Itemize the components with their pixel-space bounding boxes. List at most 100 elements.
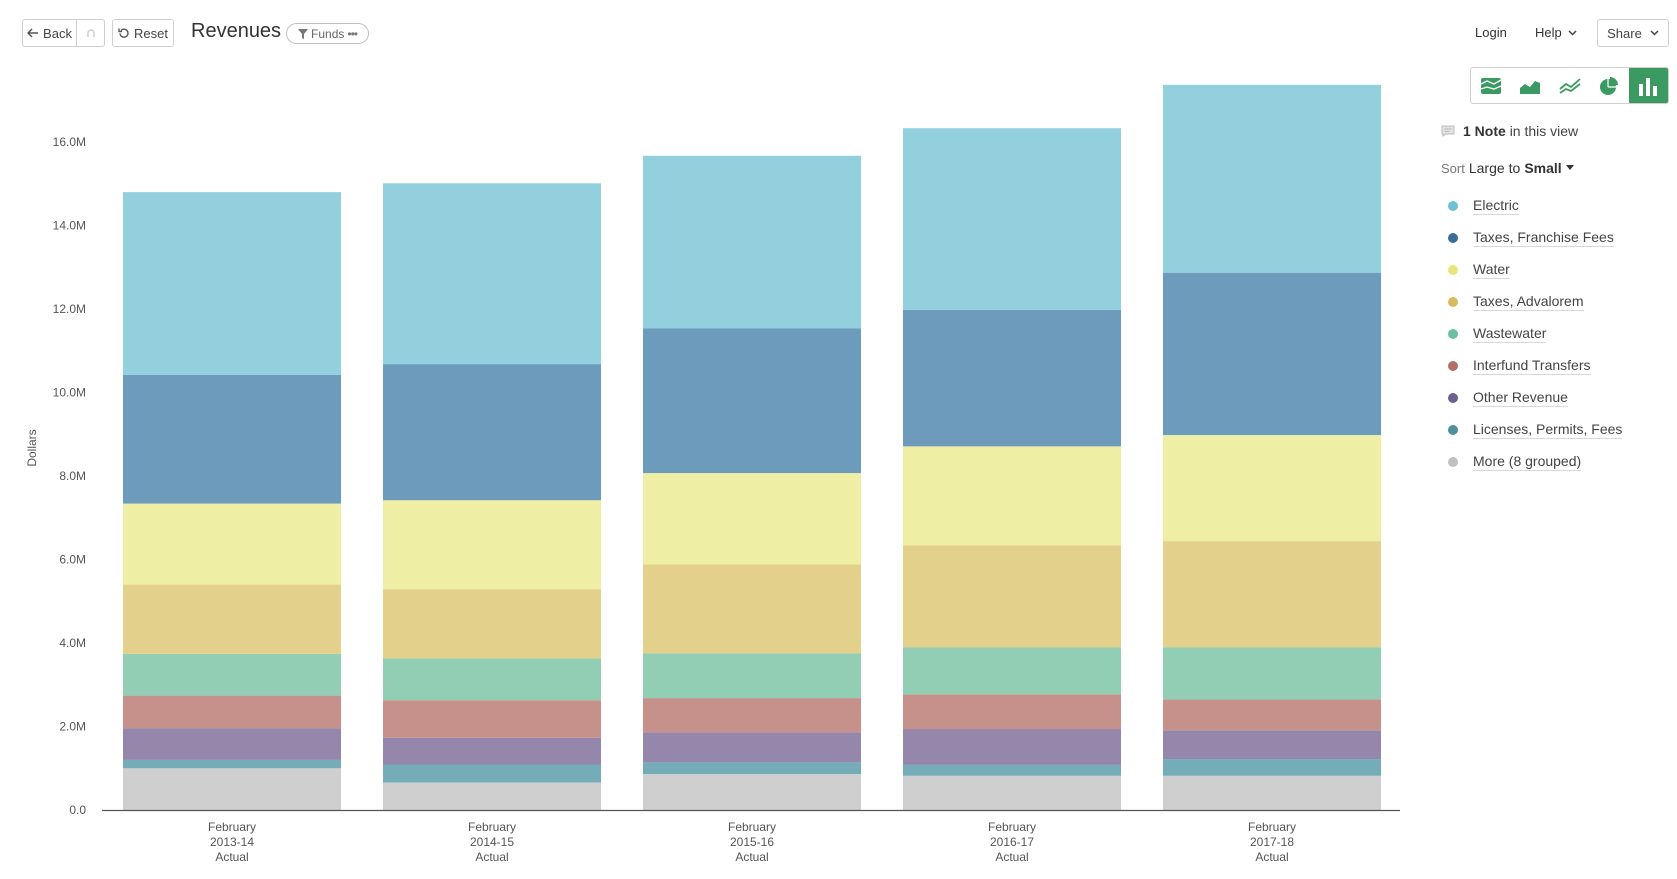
y-tick-label: 2.0M — [59, 720, 86, 734]
forward-icon — [86, 29, 95, 37]
top-toolbar: Back Reset Revenues Funds ••• Login Help… — [0, 0, 1677, 70]
x-tick-label: Actual — [995, 850, 1028, 864]
caret-down-icon — [1565, 165, 1574, 170]
bar-segment — [123, 653, 341, 696]
legend-item[interactable]: More (8 grouped) — [1448, 446, 1622, 478]
bar-segment — [1163, 730, 1381, 760]
reset-button-label: Reset — [134, 25, 168, 41]
legend-label: Other Revenue — [1473, 389, 1568, 407]
legend-item[interactable]: Electric — [1448, 190, 1622, 222]
bar-segment — [383, 782, 601, 810]
notes-count: 1 Note — [1463, 123, 1506, 139]
sort-to: Small — [1524, 160, 1562, 176]
legend-label: Interfund Transfers — [1473, 357, 1591, 375]
bar-segment — [123, 768, 341, 810]
x-tick-label: 2015-16 — [730, 835, 774, 849]
login-link[interactable]: Login — [1475, 25, 1507, 40]
y-tick-label: 12.0M — [53, 302, 86, 316]
bar-segment — [383, 700, 601, 738]
x-tick-label: February — [468, 820, 516, 834]
y-tick-label: 6.0M — [59, 553, 86, 567]
bar-segment — [383, 658, 601, 701]
x-tick-label: 2017-18 — [1250, 835, 1294, 849]
bar-segment — [903, 764, 1121, 776]
bar-segment — [1163, 775, 1381, 810]
x-tick-label: February — [1248, 820, 1296, 834]
y-tick-label: 0.0 — [69, 803, 86, 817]
bar-segment — [123, 759, 341, 769]
legend-item[interactable]: Water — [1448, 254, 1622, 286]
legend-label: Taxes, Advalorem — [1473, 293, 1584, 311]
bar-segment — [383, 364, 601, 501]
share-button-label: Share — [1607, 25, 1642, 41]
legend-swatch-icon — [1448, 265, 1458, 275]
forward-button[interactable] — [77, 19, 105, 47]
bar-segment — [903, 775, 1121, 810]
back-button[interactable]: Back — [22, 19, 77, 47]
bar-icon — [1639, 77, 1658, 96]
bar-segment — [123, 503, 341, 585]
x-tick-label: 2014-15 — [470, 835, 514, 849]
bar-segment — [1163, 759, 1381, 776]
y-tick-label: 10.0M — [53, 386, 86, 400]
more-dots-icon: ••• — [347, 26, 358, 41]
bar-segment — [903, 128, 1121, 310]
chart-legend: Electric Taxes, Franchise Fees Water Taxes,… — [1448, 190, 1623, 478]
bar-segment — [643, 732, 861, 763]
bar-segment — [123, 192, 341, 375]
legend-item[interactable]: Other Revenue — [1448, 382, 1622, 414]
funds-filter-label: Funds — [311, 26, 345, 41]
notes-indicator[interactable]: 1 Note in this view — [1441, 123, 1578, 139]
bar-segment — [123, 584, 341, 654]
bar-segment — [383, 589, 601, 659]
help-menu[interactable]: Help — [1535, 25, 1577, 40]
sort-dropdown[interactable]: Sort Large to Small — [1441, 160, 1574, 176]
legend-swatch-icon — [1448, 457, 1458, 467]
filter-icon — [298, 28, 309, 39]
reset-button[interactable]: Reset — [112, 19, 174, 47]
area-icon — [1520, 80, 1541, 94]
x-tick-label: February — [988, 820, 1036, 834]
sort-to-word: to — [1508, 160, 1521, 176]
legend-label: Taxes, Franchise Fees — [1473, 229, 1614, 247]
bar-segment — [643, 564, 861, 654]
bar-segment — [903, 309, 1121, 447]
stacked-area-icon — [1480, 77, 1502, 94]
arrow-left-icon — [27, 28, 39, 38]
bar-segment — [383, 183, 601, 365]
chevron-down-icon — [1568, 29, 1577, 36]
pie-icon — [1599, 76, 1618, 95]
reset-icon — [118, 28, 129, 38]
bar-segment — [903, 446, 1121, 546]
x-tick-label: February — [208, 820, 256, 834]
bar-segment — [1163, 699, 1381, 731]
legend-label: More (8 grouped) — [1473, 453, 1582, 471]
pie-chart-button[interactable] — [1589, 68, 1628, 103]
legend-swatch-icon — [1448, 233, 1458, 243]
share-button[interactable]: Share — [1597, 19, 1669, 47]
x-tick-label: February — [728, 820, 776, 834]
legend-item[interactable]: Licenses, Permits, Fees — [1448, 414, 1623, 446]
bar-segment — [1163, 272, 1381, 436]
bar-segment — [1163, 541, 1381, 648]
area-chart-button[interactable] — [1510, 68, 1549, 103]
legend-label: Electric — [1473, 197, 1519, 215]
bar-chart-button[interactable] — [1628, 68, 1668, 103]
bar-segment — [903, 647, 1121, 695]
legend-item[interactable]: Taxes, Advalorem — [1448, 286, 1622, 318]
chart-type-switcher — [1470, 67, 1669, 104]
legend-item[interactable]: Taxes, Franchise Fees — [1448, 222, 1622, 254]
funds-filter-pill[interactable]: Funds ••• — [286, 23, 369, 44]
line-chart-button[interactable] — [1550, 68, 1589, 103]
legend-swatch-icon — [1448, 361, 1458, 371]
bar-segment — [123, 695, 341, 729]
legend-item[interactable]: Interfund Transfers — [1448, 350, 1622, 382]
bar-segment — [643, 155, 861, 329]
bar-segment — [383, 737, 601, 765]
stacked-area-chart-button[interactable] — [1471, 68, 1510, 103]
legend-swatch-icon — [1448, 201, 1458, 211]
help-menu-label: Help — [1535, 25, 1562, 40]
legend-item[interactable]: Wastewater — [1448, 318, 1622, 350]
back-button-label: Back — [43, 25, 72, 41]
